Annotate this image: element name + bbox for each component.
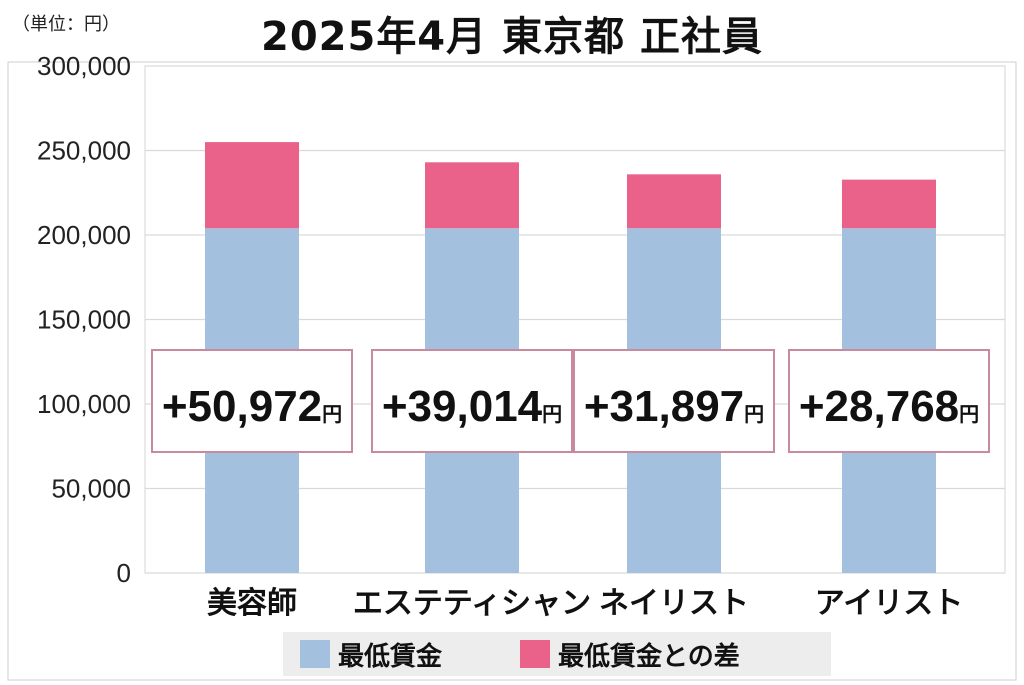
unit-label: （単位：円） [12, 14, 120, 35]
difference-label: +28,768円 [799, 382, 979, 431]
legend-box [283, 632, 831, 676]
y-tick-label: 250,000 [37, 136, 131, 166]
x-category-label: エステティシャン [353, 586, 591, 621]
x-category-label: 美容師 [207, 586, 297, 621]
difference-label: +50,972円 [162, 382, 342, 431]
legend-label-difference: 最低賃金との差 [558, 641, 740, 672]
difference-box [371, 349, 573, 453]
difference-label: +39,014円 [382, 382, 562, 431]
legend-swatch-minimum-wage [300, 640, 330, 668]
y-tick-label: 150,000 [37, 305, 131, 335]
difference-box [573, 349, 775, 453]
legend-label-minimum-wage: 最低賃金 [338, 641, 443, 672]
chart-title: 2025年4月 東京都 正社員 [260, 14, 763, 60]
bar-difference [627, 174, 721, 229]
legend-swatch-difference [520, 640, 550, 668]
bar-difference [205, 142, 299, 229]
difference-label: +31,897円 [584, 382, 764, 431]
y-tick-label: 0 [117, 558, 131, 588]
x-category-label: アイリスト [815, 586, 964, 621]
y-tick-label: 300,000 [37, 51, 131, 81]
bar-difference [842, 179, 936, 229]
y-tick-label: 200,000 [37, 220, 131, 250]
difference-box [151, 349, 353, 453]
chart-frame [7, 61, 1017, 681]
y-tick-label: 100,000 [37, 389, 131, 419]
bar-difference [425, 162, 519, 229]
y-tick-label: 50,000 [51, 474, 131, 504]
x-category-label: ネイリスト [599, 586, 749, 621]
difference-box [788, 349, 990, 453]
